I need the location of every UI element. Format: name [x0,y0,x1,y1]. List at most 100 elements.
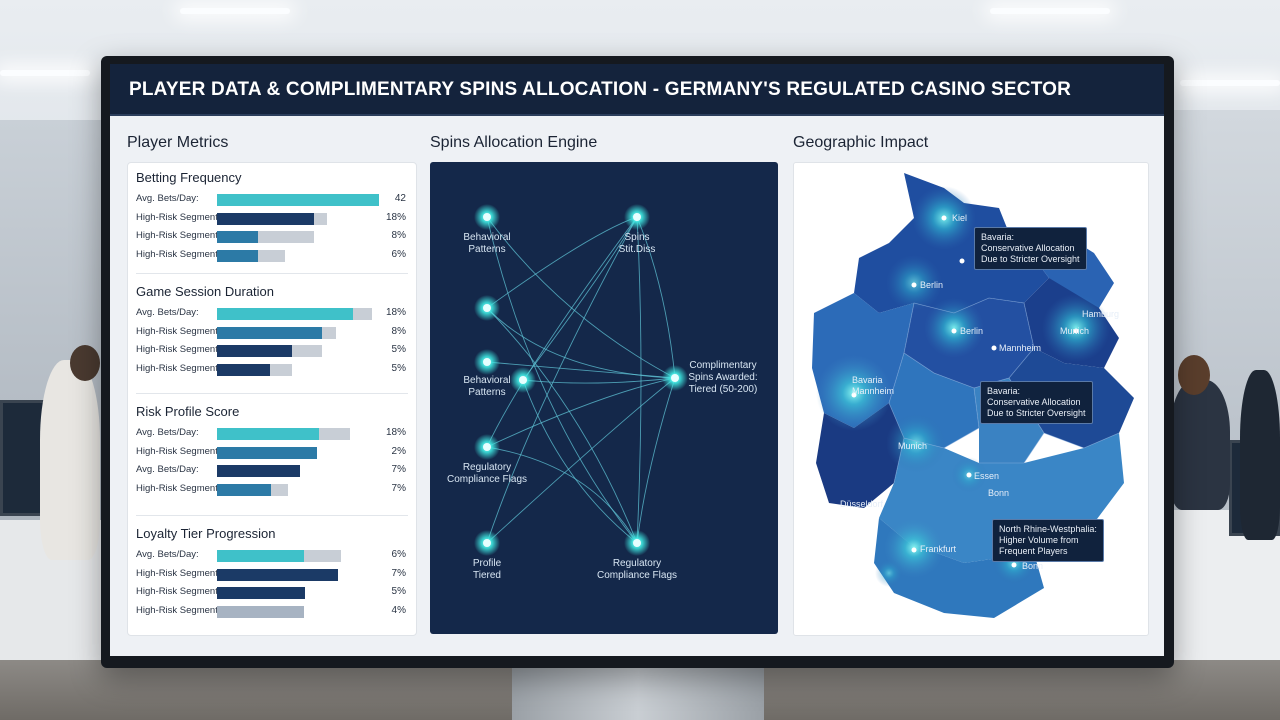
city-label-bavaria-mannheim: Bavaria Mannheim [852,375,895,396]
monitor-stand [512,668,764,720]
metric-row-value: 5% [391,344,406,355]
engine-edge [522,375,676,384]
metric-row: High-Risk Segment 8% [136,230,406,244]
engine-node-regulatory-1 [483,443,491,451]
metric-bar [217,231,387,243]
metric-row-label: Avg. Bets/Day: [136,549,199,560]
metric-bar-extension [269,363,292,376]
engine-node-center [519,376,527,384]
metric-row-value: 6% [391,549,406,560]
metric-bar [217,212,387,225]
metric-bar [217,249,387,262]
metric-row-label: Avg. Bets/Day: [136,307,199,318]
engine-node-output [671,374,679,382]
metric-bar-extension [313,212,328,225]
region-alps [874,518,1044,618]
metric-row-value: 18% [385,211,406,223]
metric-bar [217,428,387,440]
engine-edge [486,361,676,381]
metric-row-value: 8% [391,230,406,241]
dashboard-title: PLAYER DATA & COMPLIMENTARY SPINS ALLOCA… [129,79,1072,100]
dashboard-screen: PLAYER DATA & COMPLIMENTARY SPINS ALLOCA… [110,64,1164,656]
engine-edge [486,376,676,448]
metric-bar-fill [217,446,318,459]
engine-node-label-spins-top: Spins Stit.Diss [618,232,656,255]
city-label-berlin-2: Berlin [960,326,984,336]
engine-edge [486,216,638,448]
geographic-impact-title: Geographic Impact [793,134,929,151]
metric-group-heading: Risk Profile Score [136,404,240,419]
engine-edge [486,307,638,544]
metric-bar [217,326,387,339]
player-metrics-card: Betting Frequency Avg. Bets/Day: 42 High-Ri… [127,162,417,636]
engine-edge [636,216,678,379]
metric-row-value: 5% [391,586,406,597]
metric-bar-fill [217,483,272,496]
callout-north-rhine-westphalia: North Rhine-Westphalia: Higher Volume fr… [992,519,1104,562]
engine-edge [522,379,638,544]
metric-bar [217,568,387,581]
metric-bar-extension [271,483,289,496]
metric-group-divider [136,393,408,394]
engine-edge [486,216,676,379]
engine-node-label-behavioral-1: Behavioral Patterns [463,232,511,255]
metric-group-heading: Loyalty Tier Progression [136,526,276,541]
city-label-bonn-2: Bonn [1022,561,1044,571]
metric-bar-fill [217,249,258,262]
metric-row-value: 2% [391,445,406,457]
metric-bar [217,194,387,206]
engine-node-label-regulatory-1: Regulatory Compliance Flags [446,462,528,485]
callout-bavaria-1: Bavaria: Conservative Allocation Due to … [974,227,1087,270]
engine-node-unlabeled [483,304,491,312]
metric-row-label: Avg. Bets/Day: [136,464,199,475]
city-label-munich-1: Munich [1060,326,1090,336]
metric-row-label: High-Risk Segment [136,445,218,457]
engine-node-label-behavioral-2: Behavioral Patterns [463,375,511,398]
germany-map [812,173,1134,618]
metric-row-label: High-Risk Segment [136,604,218,616]
metric-row-label: Avg. Bets/Day: [136,193,199,204]
engine-edge [522,216,638,381]
geographic-impact-map: Kiel Berlin Berlin Hamburg Munich Mannhe… [793,162,1149,636]
metric-row-value: 18% [385,427,406,438]
metric-row-value: 7% [391,567,406,579]
metric-bar [217,605,387,618]
metric-row: Avg. Bets/Day: 42 [136,193,406,207]
metric-bar [217,550,387,562]
metric-row: Avg. Bets/Day: 18% [136,427,406,441]
metric-row-label: High-Risk Segment [136,567,218,579]
metric-bar-fill [217,587,306,599]
metric-row: High-Risk Segment 4% [136,605,406,619]
metric-bar [217,308,387,320]
callout-bavaria-2: Bavaria: Conservative Allocation Due to … [980,381,1093,424]
metric-bar-extension [257,249,285,262]
title-bar: PLAYER DATA & COMPLIMENTARY SPINS ALLOCA… [110,64,1164,116]
metric-row-value: 42 [394,193,406,204]
metric-bar [217,363,387,376]
metric-row-value: 4% [391,604,406,616]
metric-bar-fill [217,326,323,339]
city-label-bonn-1: Bonn [988,488,1010,498]
city-label-kiel: Kiel [952,213,968,223]
metric-row-value: 7% [391,464,406,475]
metric-row-label: Avg. Bets/Day: [136,427,199,438]
engine-edge [486,446,638,544]
city-label-munich-2: Munich [898,441,928,451]
city-label-berlin-1: Berlin [920,280,944,290]
metric-group-heading: Betting Frequency [136,170,242,185]
region-southwest [816,403,904,508]
spins-engine-title: Spins Allocation Engine [430,134,598,151]
metric-bar-extension [322,326,336,339]
metric-bar-extension [319,428,350,440]
metric-row: High-Risk Segment 7% [136,568,406,582]
metric-row: High-Risk Segment 8% [136,326,406,340]
engine-edge [486,216,638,544]
metric-bar [217,345,387,357]
metric-row-label: High-Risk Segment [136,325,218,337]
engine-node-behavioral-2 [483,358,491,366]
metric-bar [217,587,387,599]
metric-row-value: 18% [385,307,406,318]
engine-edge [636,377,677,544]
engine-edge [486,215,638,309]
metric-row-label: High-Risk Segment [136,482,218,494]
